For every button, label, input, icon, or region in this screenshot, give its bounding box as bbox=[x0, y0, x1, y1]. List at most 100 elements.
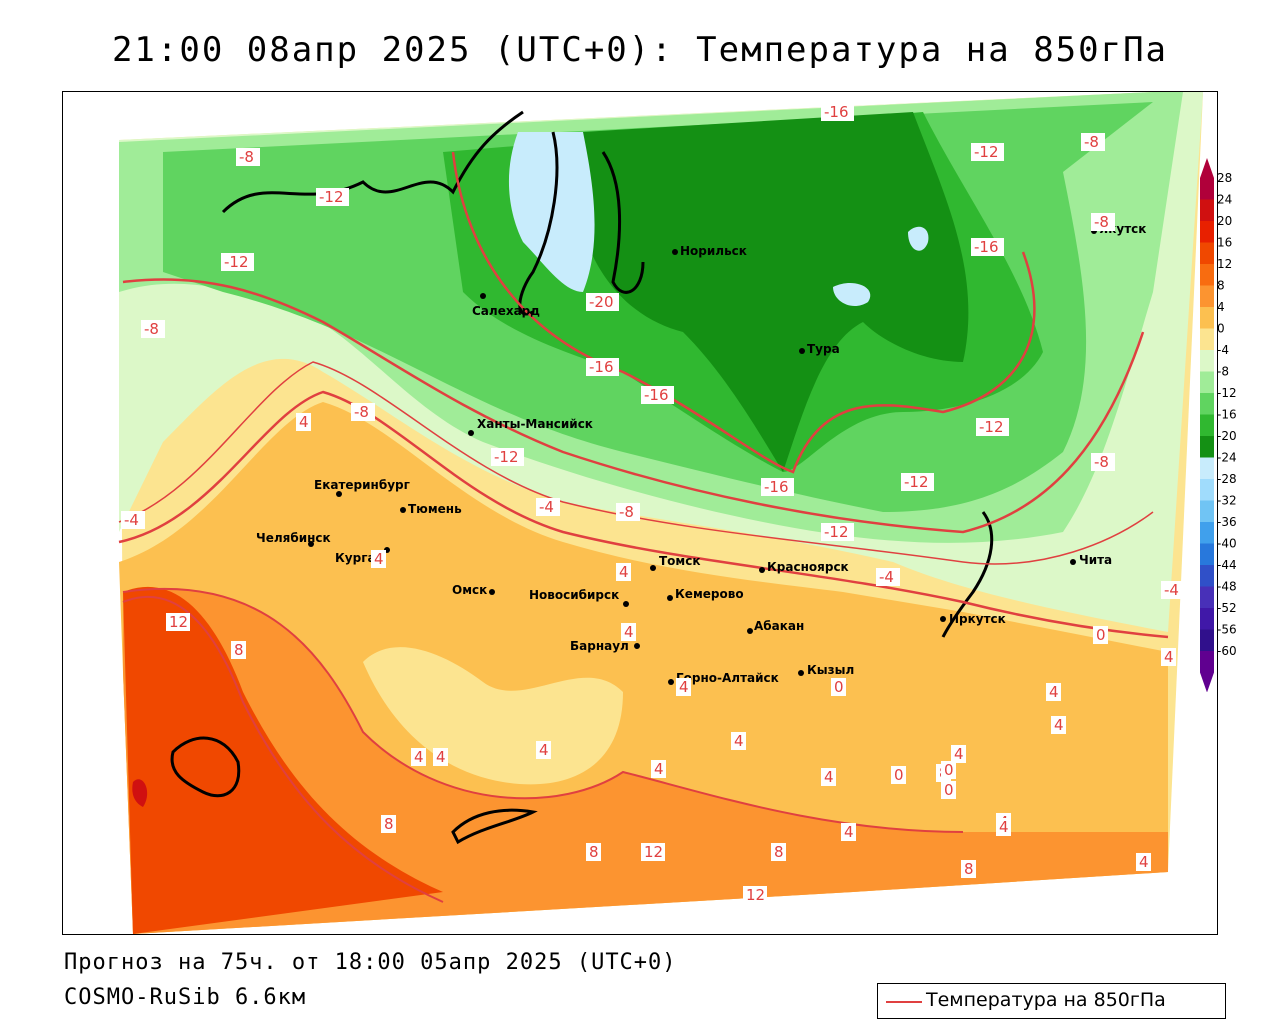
isotherm-value-label: -12 bbox=[976, 418, 1009, 436]
colorbar-tick-label: -4 bbox=[1217, 343, 1229, 357]
temperature-map: Салехард Норильск Якутск Тура Ханты-Манс… bbox=[118, 92, 1203, 934]
city-novosibirsk: Новосибирск bbox=[529, 588, 629, 607]
colorbar-tick-label: -28 bbox=[1217, 472, 1237, 486]
svg-text:-16: -16 bbox=[824, 103, 849, 121]
city-omsk: Омск bbox=[452, 583, 495, 597]
isotherm-value-label: -16 bbox=[821, 103, 854, 121]
isotherm-value-label: 4 bbox=[1046, 683, 1061, 701]
svg-text:-12: -12 bbox=[224, 253, 249, 271]
colorbar-swatch bbox=[1200, 414, 1214, 436]
svg-text:12: 12 bbox=[746, 886, 765, 904]
svg-text:Омск: Омск bbox=[452, 583, 487, 597]
isotherm-value-label: 4 bbox=[371, 550, 386, 568]
colorbar-swatch bbox=[1200, 629, 1214, 651]
isotherm-value-label: -4 bbox=[876, 568, 900, 586]
svg-text:4: 4 bbox=[734, 732, 744, 750]
city-abakan: Абакан bbox=[747, 619, 804, 634]
isotherm-value-label: 4 bbox=[433, 748, 448, 766]
isotherm-value-label: -16 bbox=[586, 358, 619, 376]
colorbar-swatch bbox=[1200, 436, 1214, 458]
isotherm-value-label: 4 bbox=[1051, 716, 1066, 734]
svg-text:0: 0 bbox=[834, 678, 844, 696]
isotherm-minus8 bbox=[122, 278, 1145, 534]
lake-1 bbox=[908, 226, 929, 251]
svg-text:4: 4 bbox=[1054, 716, 1064, 734]
svg-text:Тюмень: Тюмень bbox=[408, 502, 462, 516]
legend-label: Температура на 850гПа bbox=[926, 989, 1166, 1011]
colorbar-swatch bbox=[1200, 371, 1214, 393]
isotherm-value-label: 0 bbox=[891, 766, 906, 784]
isotherm-value-label: 4 bbox=[951, 745, 966, 763]
svg-text:Челябинск: Челябинск bbox=[256, 531, 331, 545]
svg-text:-12: -12 bbox=[824, 523, 849, 541]
isotherm-value-label: -12 bbox=[901, 473, 934, 491]
colorbar-swatch bbox=[1200, 500, 1214, 522]
svg-text:-12: -12 bbox=[494, 448, 519, 466]
svg-text:4: 4 bbox=[844, 823, 854, 841]
svg-text:0: 0 bbox=[894, 766, 904, 784]
lake-2 bbox=[833, 282, 871, 307]
isotherm-value-label: 8 bbox=[381, 815, 396, 833]
svg-text:Кемерово: Кемерово bbox=[675, 587, 744, 601]
city-kemerovo: Кемерово bbox=[667, 587, 744, 601]
colorbar-tick-label: 0 bbox=[1217, 322, 1225, 336]
svg-text:Салехард: Салехард bbox=[472, 304, 540, 318]
isotherm-value-label: -20 bbox=[586, 293, 619, 311]
isotherm-value-label: -4 bbox=[1161, 581, 1185, 599]
colorbar-swatch bbox=[1200, 285, 1214, 307]
isotherm-value-label: 8 bbox=[586, 843, 601, 861]
svg-text:-8: -8 bbox=[354, 403, 369, 421]
colorbar-tick-label: 4 bbox=[1217, 300, 1225, 314]
colorbar-swatch bbox=[1200, 264, 1214, 286]
svg-text:12: 12 bbox=[644, 843, 663, 861]
map-legend: Температура на 850гПа bbox=[877, 983, 1226, 1019]
model-info: COSMO-RuSib 6.6км bbox=[64, 985, 307, 1010]
svg-text:8: 8 bbox=[234, 641, 244, 659]
coastline-yamal bbox=[518, 131, 559, 316]
svg-text:4: 4 bbox=[436, 748, 446, 766]
colorbar-swatch bbox=[1200, 586, 1214, 608]
zone-zero-blob bbox=[363, 647, 623, 785]
isotherm-value-label: -12 bbox=[491, 448, 524, 466]
caspian-outline bbox=[170, 736, 241, 798]
svg-text:Чита: Чита bbox=[1079, 553, 1112, 567]
svg-text:-8: -8 bbox=[1084, 133, 1099, 151]
isotherm-value-label: -4 bbox=[121, 511, 145, 529]
svg-text:4: 4 bbox=[654, 760, 664, 778]
colorbar-tick-label: -52 bbox=[1217, 601, 1237, 615]
svg-text:-8: -8 bbox=[619, 503, 634, 521]
svg-text:Кызыл: Кызыл bbox=[807, 663, 854, 677]
svg-text:-20: -20 bbox=[589, 293, 614, 311]
isotherm-value-label: 4 bbox=[616, 563, 631, 581]
isotherm-value-label: -12 bbox=[821, 523, 854, 541]
isotherm-value-label: -8 bbox=[141, 320, 165, 338]
colorbar-tick-label: 24 bbox=[1217, 193, 1232, 207]
isotherm-value-label: 4 bbox=[841, 823, 856, 841]
svg-text:4: 4 bbox=[1139, 853, 1149, 871]
colorbar-swatch bbox=[1200, 522, 1214, 544]
isotherm-value-label: -8 bbox=[1091, 453, 1115, 471]
isotherm-minus4 bbox=[118, 361, 1154, 565]
isotherm-value-label: 4 bbox=[676, 678, 691, 696]
svg-text:Барнаул: Барнаул bbox=[570, 639, 629, 653]
map-title: 21:00 08апр 2025 (UTC+0): Температура на… bbox=[111, 30, 1169, 70]
isotherm-value-label: -8 bbox=[1091, 213, 1115, 231]
isotherm-value-label: 4 bbox=[821, 768, 836, 786]
colorbar-tick-label: 12 bbox=[1217, 257, 1232, 271]
isotherm-value-label: 4 bbox=[731, 732, 746, 750]
city-chita: Чита bbox=[1070, 553, 1112, 567]
svg-text:4: 4 bbox=[374, 550, 384, 568]
city-chelyabinsk: Челябинск bbox=[256, 531, 331, 547]
svg-text:-4: -4 bbox=[1164, 581, 1179, 599]
colorbar-swatch bbox=[1200, 178, 1214, 200]
isotherm-value-label: -4 bbox=[536, 498, 560, 516]
svg-text:4: 4 bbox=[414, 748, 424, 766]
colorbar-swatch bbox=[1200, 221, 1214, 243]
forecast-info: Прогноз на 75ч. от 18:00 05апр 2025 (UTC… bbox=[64, 950, 677, 975]
svg-text:12: 12 bbox=[169, 613, 188, 631]
isotherm-value-label: -16 bbox=[761, 478, 794, 496]
svg-text:0: 0 bbox=[944, 761, 954, 779]
map-area[interactable]: Салехард Норильск Якутск Тура Ханты-Манс… bbox=[62, 91, 1218, 935]
svg-text:4: 4 bbox=[1049, 683, 1059, 701]
isotherm-minus16 bbox=[451, 151, 1036, 474]
